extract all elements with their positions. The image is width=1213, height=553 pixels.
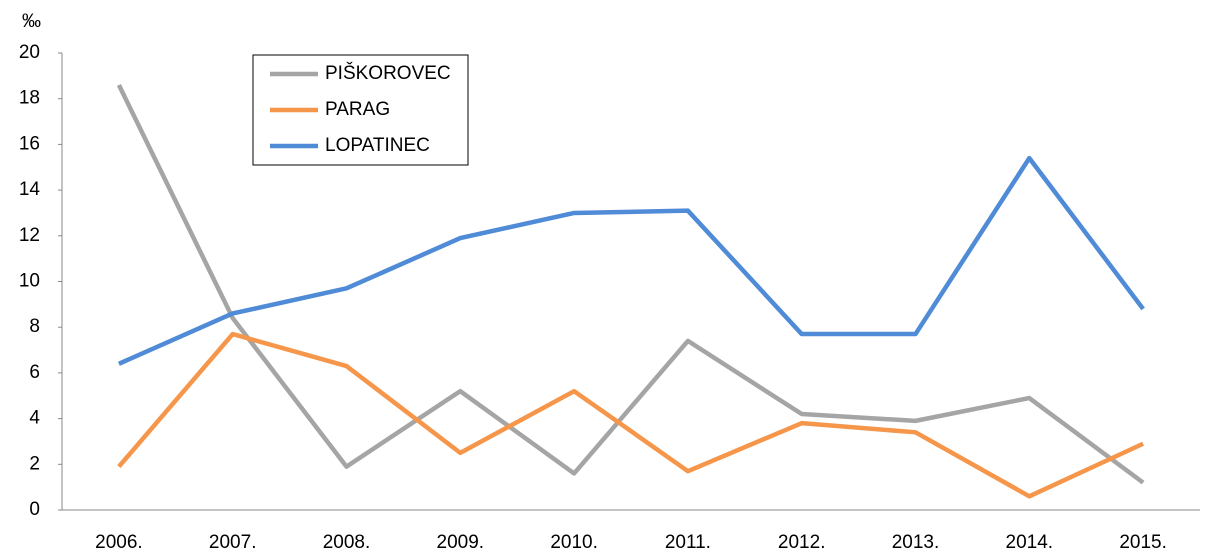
y-tick-label: 6 [29, 362, 40, 383]
x-tick-label: 2009. [437, 532, 485, 553]
x-tick-label: 2011. [665, 532, 711, 553]
y-tick-label: 12 [19, 225, 40, 246]
x-tick-label: 2014. [1006, 532, 1054, 553]
x-tick-label: 2007. [209, 532, 257, 553]
x-tick-label: 2008. [323, 532, 371, 553]
series-line [116, 84, 1145, 485]
y-tick-label: 4 [29, 408, 40, 429]
legend-label: PIŠKOROVEC [325, 62, 451, 84]
x-tick-label: 2006. [95, 532, 143, 553]
x-tick-label: 2013. [892, 532, 940, 553]
series-line [117, 155, 1145, 366]
y-tick-label: 16 [19, 133, 40, 154]
y-tick-label: 20 [19, 42, 40, 63]
y-axis-label: ‰ [22, 11, 41, 32]
x-tick-label: 2012. [778, 532, 826, 553]
y-tick-label: 14 [19, 179, 41, 200]
x-tick-label: 2015. [1119, 532, 1167, 553]
legend-label: LOPATINEC [325, 135, 430, 156]
legend-label: PARAG [325, 99, 390, 120]
y-tick-label: 0 [29, 499, 40, 520]
y-tick-label: 8 [29, 316, 40, 337]
y-tick-label: 18 [19, 88, 40, 109]
x-tick-label: 2010. [550, 532, 598, 553]
y-tick-label: 10 [19, 271, 40, 292]
series-line [117, 331, 1145, 499]
y-tick-label: 2 [29, 453, 40, 474]
